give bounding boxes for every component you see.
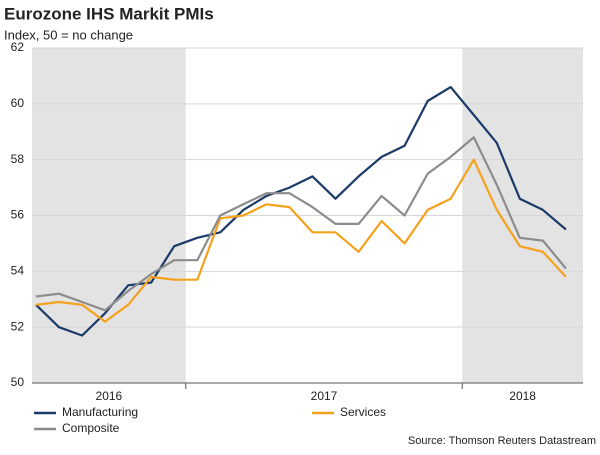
x-tick-label: 2017	[311, 389, 338, 403]
legend-label: Manufacturing	[62, 405, 138, 419]
series-line	[35, 136, 567, 312]
series-line	[35, 158, 567, 323]
legend-label: Composite	[62, 421, 120, 435]
y-tick-label: 60	[11, 96, 25, 110]
y-tick-label: 50	[11, 375, 25, 389]
x-tick-label: 2016	[96, 389, 123, 403]
y-tick-label: 62	[11, 40, 25, 54]
y-tick-label: 58	[11, 152, 25, 166]
legend-label: Services	[340, 405, 386, 419]
x-tick-label: 2018	[509, 389, 536, 403]
y-tick-label: 56	[11, 208, 25, 222]
y-tick-label: 54	[11, 264, 25, 278]
chart-subtitle: Index, 50 = no change	[4, 27, 133, 42]
source-note: Source: Thomson Reuters Datastream	[408, 435, 596, 447]
chart-title: Eurozone IHS Markit PMIs	[4, 4, 214, 23]
series-line	[35, 86, 567, 337]
y-tick-label: 52	[11, 319, 25, 333]
